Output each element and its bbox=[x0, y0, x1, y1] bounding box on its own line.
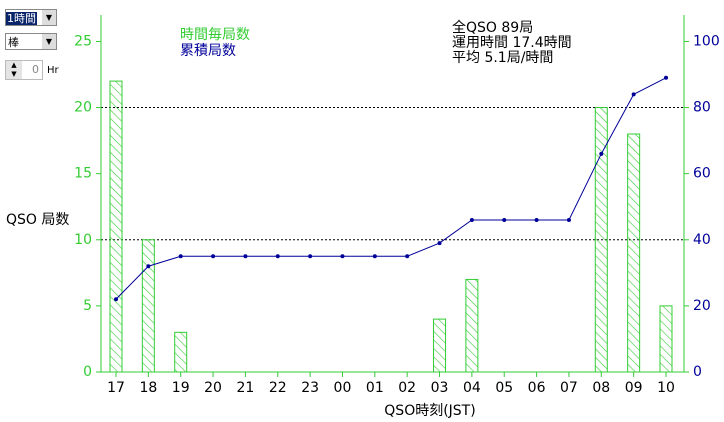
y2-tick-label: 100 bbox=[693, 33, 720, 49]
y-tick-label: 15 bbox=[74, 166, 92, 182]
y-tick-label: 25 bbox=[74, 33, 92, 49]
y2-tick-label: 0 bbox=[693, 364, 702, 380]
x-tick-label: 08 bbox=[592, 380, 610, 396]
x-tick-label: 21 bbox=[236, 380, 254, 396]
y2-tick-label: 80 bbox=[693, 100, 711, 116]
x-tick-label: 09 bbox=[625, 380, 643, 396]
bar bbox=[659, 305, 673, 373]
dropdown-arrow: ▼ bbox=[42, 34, 56, 49]
x-tick-label: 05 bbox=[495, 380, 513, 396]
x-tick-label: 04 bbox=[463, 380, 481, 396]
y-tick-label: 5 bbox=[83, 298, 92, 314]
y-axis-label: QSO 局数 bbox=[6, 212, 69, 228]
x-tick-label: 06 bbox=[528, 380, 546, 396]
spinner-unit: Hr bbox=[47, 65, 59, 76]
y2-tick-label: 60 bbox=[693, 166, 711, 182]
x-tick-label: 01 bbox=[366, 380, 384, 396]
x-tick-label: 07 bbox=[560, 380, 578, 396]
x-tick-label: 10 bbox=[657, 380, 675, 396]
line-point bbox=[469, 217, 474, 222]
interval-value: 1時間 bbox=[6, 12, 37, 25]
legend-entry: 累積局数 bbox=[180, 43, 236, 59]
cumulative-line bbox=[115, 77, 667, 300]
line-point bbox=[502, 217, 507, 222]
bar bbox=[433, 318, 447, 373]
bar bbox=[174, 331, 188, 373]
line-point bbox=[340, 254, 345, 259]
line-point bbox=[178, 254, 183, 259]
x-tick-label: 00 bbox=[334, 380, 352, 396]
line-point bbox=[631, 92, 636, 97]
x-tick-label: 18 bbox=[139, 380, 157, 396]
annotation: 平均 5.1局/時間 bbox=[452, 50, 553, 66]
spinner[interactable]: ▲ ▼ 0 bbox=[5, 60, 43, 80]
annotation: 運用時間 17.4時間 bbox=[452, 35, 572, 51]
line-point bbox=[275, 254, 280, 259]
x-tick-label: 19 bbox=[172, 380, 190, 396]
bar bbox=[594, 107, 608, 373]
line-point bbox=[114, 297, 118, 302]
line-point bbox=[243, 254, 248, 259]
bar bbox=[465, 278, 479, 373]
y-tick-label: 20 bbox=[74, 100, 92, 116]
x-tick-label: 23 bbox=[301, 380, 319, 396]
x-tick-label: 20 bbox=[204, 380, 222, 396]
line-point bbox=[405, 254, 410, 259]
bar bbox=[627, 133, 641, 373]
y-tick-label: 0 bbox=[83, 364, 92, 380]
line-point bbox=[566, 217, 571, 222]
dropdown-arrow: ▼ bbox=[42, 10, 56, 25]
x-tick-label: 17 bbox=[107, 380, 125, 396]
line-point bbox=[372, 254, 377, 259]
bar bbox=[109, 80, 123, 373]
line-point bbox=[664, 75, 668, 80]
x-tick-label: 02 bbox=[398, 380, 416, 396]
spinner-value: 0 bbox=[32, 63, 39, 76]
style-select[interactable]: 棒 ▼ bbox=[5, 33, 57, 50]
style-value: 棒 bbox=[8, 36, 19, 49]
annotation: 全QSO 89局 bbox=[452, 19, 533, 36]
line-point bbox=[534, 217, 539, 222]
x-tick-label: 03 bbox=[431, 380, 449, 396]
interval-select[interactable]: 1時間 ▼ bbox=[5, 9, 57, 26]
y2-tick-label: 20 bbox=[693, 298, 711, 314]
line-point bbox=[599, 151, 604, 156]
line-point bbox=[146, 264, 151, 269]
x-axis-label: QSO時刻(JST) bbox=[384, 403, 475, 419]
y2-tick-label: 40 bbox=[693, 232, 711, 248]
line-point bbox=[437, 241, 442, 246]
x-tick-label: 22 bbox=[269, 380, 287, 396]
line-point bbox=[211, 254, 216, 259]
spin-buttons[interactable]: ▲ ▼ bbox=[6, 61, 22, 79]
y-tick-label: 10 bbox=[74, 232, 92, 248]
bar bbox=[141, 239, 155, 373]
line-point bbox=[308, 254, 313, 259]
legend-entry: 時間毎局数 bbox=[180, 27, 250, 43]
